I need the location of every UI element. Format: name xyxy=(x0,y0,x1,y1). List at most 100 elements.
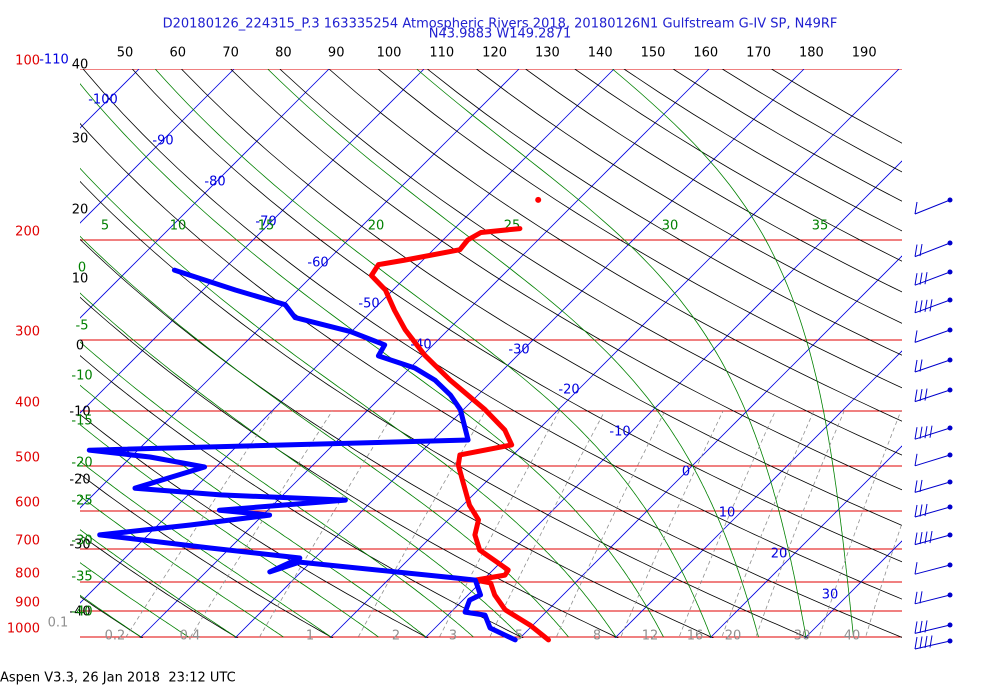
barb-station xyxy=(947,240,953,246)
barb-feather xyxy=(919,389,923,402)
footer: Aspen V3.3, 26 Jan 2018 23:12 UTC xyxy=(0,671,236,686)
barb-feather xyxy=(919,300,923,313)
barb-feather xyxy=(914,504,918,518)
moist-adiabat-label: -25 xyxy=(71,494,92,509)
mixing-ratio-line xyxy=(678,410,776,638)
mixing-ratio-label: 1 xyxy=(306,629,314,644)
isotherm-label: -90 xyxy=(152,134,173,149)
isotherm-label: 30 xyxy=(822,588,839,603)
barb-station xyxy=(947,638,953,644)
barb-staff xyxy=(914,389,951,403)
barb-staff xyxy=(914,359,951,373)
moist-adiabat xyxy=(80,341,474,638)
mixing-ratio-label: 20 xyxy=(725,629,742,644)
barb-station xyxy=(947,622,953,628)
barb-feather xyxy=(919,426,923,439)
mixing-ratio-label: 40 xyxy=(844,629,861,644)
dry-adiabat-label: 0 xyxy=(76,339,84,354)
moist-adiabat xyxy=(80,594,142,638)
mixing-ratio-line xyxy=(124,410,274,638)
isotherm-label: -80 xyxy=(204,175,225,190)
mixing-ratio-label: 2 xyxy=(392,629,400,644)
mixing-ratio-line xyxy=(357,410,486,638)
mixing-ratio-label: 8 xyxy=(593,629,601,644)
dry-adiabat xyxy=(80,238,715,638)
dry-adiabat-label: -30 xyxy=(69,538,90,553)
mixing-ratio-label: 12 xyxy=(642,629,659,644)
dry-adiabat xyxy=(80,180,810,638)
barb-station xyxy=(947,269,953,275)
barb-station xyxy=(947,504,953,510)
moist-adiabat-label: 30 xyxy=(662,219,679,234)
barb-staff xyxy=(914,506,951,518)
barb-feather xyxy=(919,359,923,372)
profile-point xyxy=(535,196,542,203)
barb-feather xyxy=(924,299,928,312)
mixing-ratio-line xyxy=(818,410,902,638)
barb-staff xyxy=(914,427,951,440)
dry-adiabat xyxy=(426,69,902,356)
dry-adiabat-label: 70 xyxy=(222,46,239,61)
moist-adiabat xyxy=(80,384,427,638)
moist-adiabat xyxy=(154,69,712,638)
dry-adiabat-label: 170 xyxy=(746,46,771,61)
barb-staff xyxy=(914,329,951,343)
dry-adiabat xyxy=(328,69,902,422)
moist-adiabat-label: -5 xyxy=(76,319,89,334)
dry-adiabat-label: 180 xyxy=(799,46,824,61)
barb-feather xyxy=(914,621,918,634)
barb-station xyxy=(947,479,953,485)
dry-adiabat-label: 110 xyxy=(429,46,454,61)
barb-feather xyxy=(924,531,928,544)
moist-adiabat-label: -20 xyxy=(71,456,92,471)
profile-line xyxy=(86,267,518,643)
barb-feather xyxy=(919,244,923,257)
mixing-ratio-line xyxy=(189,410,333,638)
dry-adiabat xyxy=(80,473,334,638)
moist-adiabat xyxy=(416,69,807,638)
barb-staff xyxy=(914,624,951,634)
isotherm-label: -100 xyxy=(88,93,118,108)
isotherm-label: -30 xyxy=(508,343,529,358)
mixing-ratio-line xyxy=(755,410,845,638)
dry-adiabat xyxy=(80,534,239,638)
isotherm-label: 20 xyxy=(771,547,788,562)
barb-feather xyxy=(914,273,918,286)
dry-adiabat xyxy=(574,69,902,262)
pressure-label: 200 xyxy=(15,224,40,239)
mixing-ratio-label: 3 xyxy=(449,629,457,644)
dry-adiabat xyxy=(475,69,902,324)
barb-feather xyxy=(919,591,923,604)
isotherm xyxy=(80,69,615,604)
dry-adiabat xyxy=(80,413,429,638)
dry-adiabat-label: 90 xyxy=(328,46,345,61)
barb-feather xyxy=(924,503,928,517)
moist-adiabat-label: 10 xyxy=(170,219,187,234)
mixing-ratio-label: 16 xyxy=(687,629,704,644)
pressure-label: 800 xyxy=(15,566,40,581)
pressure-label: 700 xyxy=(15,534,40,549)
dry-adiabat xyxy=(377,69,902,389)
dry-adiabat xyxy=(82,69,902,600)
moist-adiabat xyxy=(267,69,759,638)
moist-adiabat-label: 0 xyxy=(78,261,86,276)
moist-adiabat-label: -30 xyxy=(71,534,92,549)
barb-feather xyxy=(914,389,918,402)
barb-staff xyxy=(914,640,951,650)
chart-title: D20180126_224315_P.3 163335254 Atmospher… xyxy=(163,17,838,32)
dry-adiabat-label: 80 xyxy=(275,46,292,61)
barb-feather xyxy=(919,636,923,649)
barb-station xyxy=(947,297,953,303)
moist-adiabat-label: -15 xyxy=(71,414,92,429)
barb-feather xyxy=(924,620,928,633)
barb-feather xyxy=(914,532,918,545)
moist-adiabat-label: -10 xyxy=(71,369,92,384)
pressure-label: 600 xyxy=(15,495,40,510)
isotherm-label: -70 xyxy=(255,215,276,230)
isotherm-label: 0 xyxy=(682,465,690,480)
barb-station xyxy=(947,357,953,363)
barb-station xyxy=(947,452,953,458)
barb-station xyxy=(947,327,953,333)
barb-feather xyxy=(914,591,918,604)
barb-feather xyxy=(919,504,923,517)
